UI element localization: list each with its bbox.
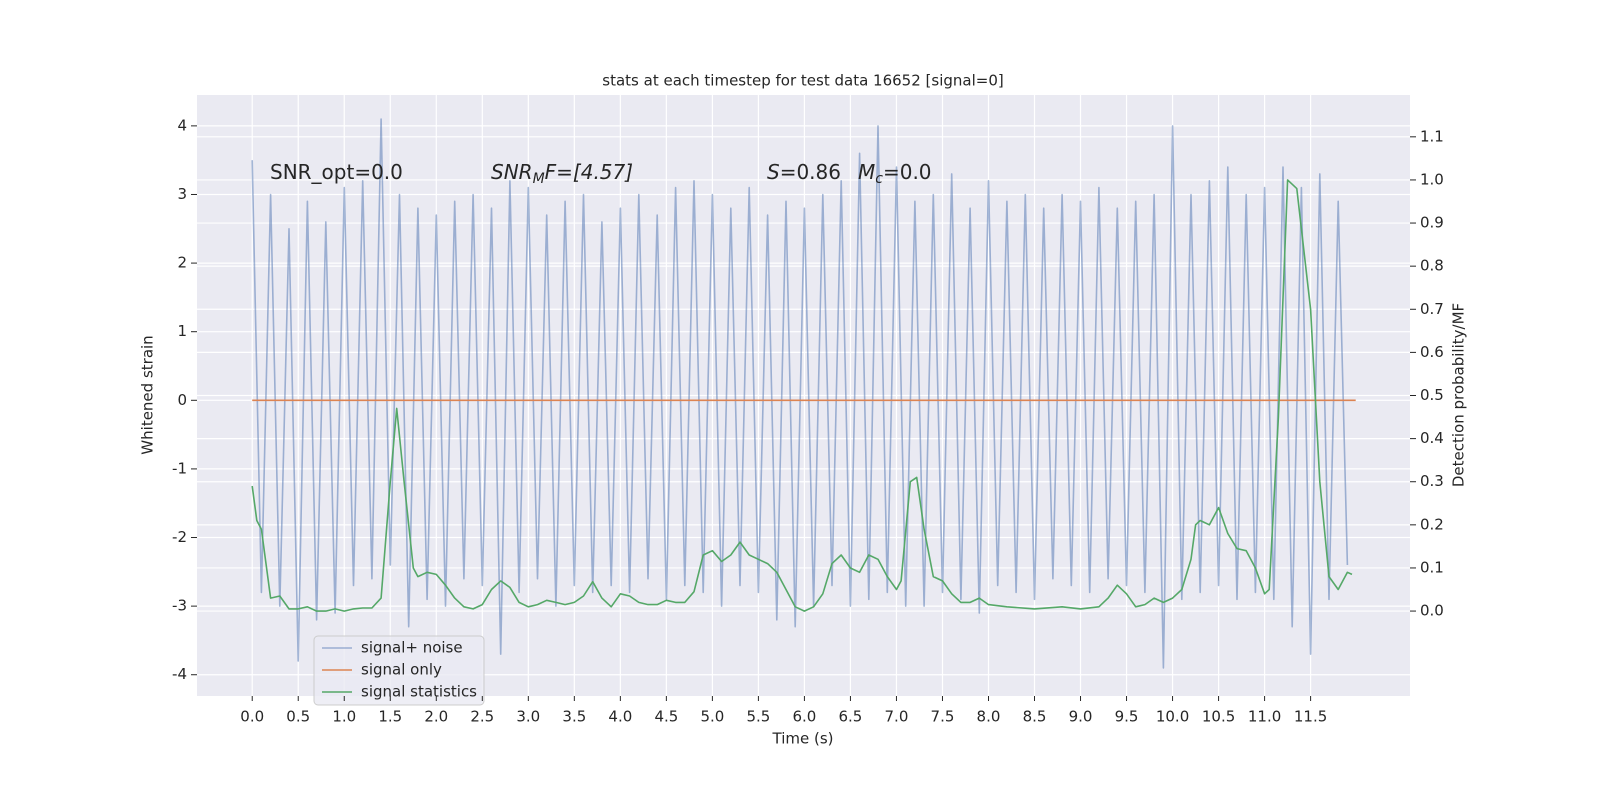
y2-tick-label: 0.3 <box>1420 472 1444 490</box>
y2-tick-label: 1.0 <box>1420 170 1444 188</box>
annotation-part: SNR <box>491 160 533 184</box>
x-tick-label: 11.0 <box>1248 708 1281 726</box>
annotation: S=0.86 <box>767 160 841 184</box>
annotation-part: M <box>858 160 875 184</box>
x-tick-label: 6.5 <box>839 708 863 726</box>
y-tick-label: 1 <box>177 322 187 340</box>
x-tick-label: 10.5 <box>1202 708 1235 726</box>
legend: signal+ noise signal only signal statistic… <box>313 635 485 706</box>
y-tick-label: 3 <box>177 185 187 203</box>
y2-tick-label: 0.8 <box>1420 257 1444 275</box>
y2-tick-label: 0.7 <box>1420 300 1444 318</box>
annotation: Mc=0.0 <box>858 160 932 188</box>
x-tick-label: 2.5 <box>470 708 494 726</box>
x-tick-label: 3.0 <box>516 708 540 726</box>
x-tick-label: 9.0 <box>1069 708 1093 726</box>
x-tick-label: 5.0 <box>700 708 724 726</box>
x-tick-label: 9.5 <box>1115 708 1139 726</box>
x-axis-label: Time (s) <box>772 730 834 748</box>
y-tick-label: -2 <box>172 528 187 546</box>
annotation-part: =0.86 <box>780 160 841 184</box>
y-axis-label: Whitened strain <box>139 335 157 454</box>
x-tick-label: 6.0 <box>792 708 816 726</box>
y2-tick-label: 0.0 <box>1420 602 1444 620</box>
y2-tick-label: 1.1 <box>1420 127 1444 145</box>
annotation-part: =0.0 <box>883 160 932 184</box>
y-tick-label: 2 <box>177 254 187 272</box>
x-tick-label: 10.0 <box>1156 708 1189 726</box>
y-tick-label: 0 <box>177 391 187 409</box>
y2-tick-label: 0.9 <box>1420 214 1444 232</box>
y2-tick-label: 0.2 <box>1420 515 1444 533</box>
annotation-part: M <box>533 171 545 187</box>
x-tick-label: 0.5 <box>286 708 310 726</box>
x-tick-label: 4.0 <box>608 708 632 726</box>
annotation-part: c <box>875 171 883 187</box>
x-tick-label: 5.5 <box>746 708 770 726</box>
annotation-part: F=[4.57] <box>545 160 633 184</box>
annotations: SNR_opt=0.0 SNRMF=[4.57] S=0.86 Mc=0.0 <box>270 160 932 188</box>
annotation-part: SNR_opt=0.0 <box>270 160 403 184</box>
y2-tick-label: 0.5 <box>1420 386 1444 404</box>
series-line <box>251 118 1349 669</box>
x-tick-label: 1.5 <box>378 708 402 726</box>
x-tick-label: 7.5 <box>931 708 955 726</box>
annotation: SNR_opt=0.0 <box>270 160 403 184</box>
x-tick-label: 11.5 <box>1294 708 1327 726</box>
x-tick-label: 8.0 <box>977 708 1001 726</box>
x-tick-label: 0.0 <box>240 708 264 726</box>
y2-tick-label: 0.6 <box>1420 343 1444 361</box>
y-tick-label: -1 <box>172 459 187 477</box>
x-tick-label: 7.0 <box>885 708 909 726</box>
y-tick-label: -3 <box>172 597 187 615</box>
marks <box>251 118 1356 669</box>
legend-label: signal statistics <box>361 683 477 701</box>
y-tick-label: 4 <box>177 116 187 134</box>
legend-label: signal only <box>361 661 442 679</box>
x-tick-label: 4.5 <box>654 708 678 726</box>
x-tick-label: 2.0 <box>424 708 448 726</box>
legend-box <box>313 635 485 706</box>
annotation: SNRMF=[4.57] <box>491 160 633 188</box>
chart-title: stats at each timestep for test data 166… <box>602 72 1003 90</box>
y-tick-label: -4 <box>172 665 187 683</box>
x-tick-label: 8.5 <box>1023 708 1047 726</box>
annotation-part: S <box>767 160 780 184</box>
y2-axis-label: Detection probability/MF <box>1450 303 1468 487</box>
x-tick-label: 1.0 <box>332 708 356 726</box>
x-tick-label: 3.5 <box>562 708 586 726</box>
y2-tick-label: 0.4 <box>1420 429 1444 447</box>
series-line <box>251 179 1353 612</box>
legend-label: signal+ noise <box>361 639 463 657</box>
y2-tick-label: 0.1 <box>1420 558 1444 576</box>
